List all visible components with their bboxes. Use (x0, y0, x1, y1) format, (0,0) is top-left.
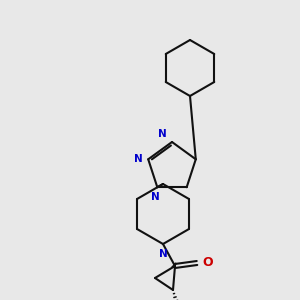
Text: O: O (202, 256, 213, 269)
Text: N: N (151, 192, 160, 202)
Text: N: N (134, 154, 143, 164)
Text: N: N (159, 249, 167, 259)
Polygon shape (172, 263, 176, 267)
Text: N: N (158, 129, 167, 139)
